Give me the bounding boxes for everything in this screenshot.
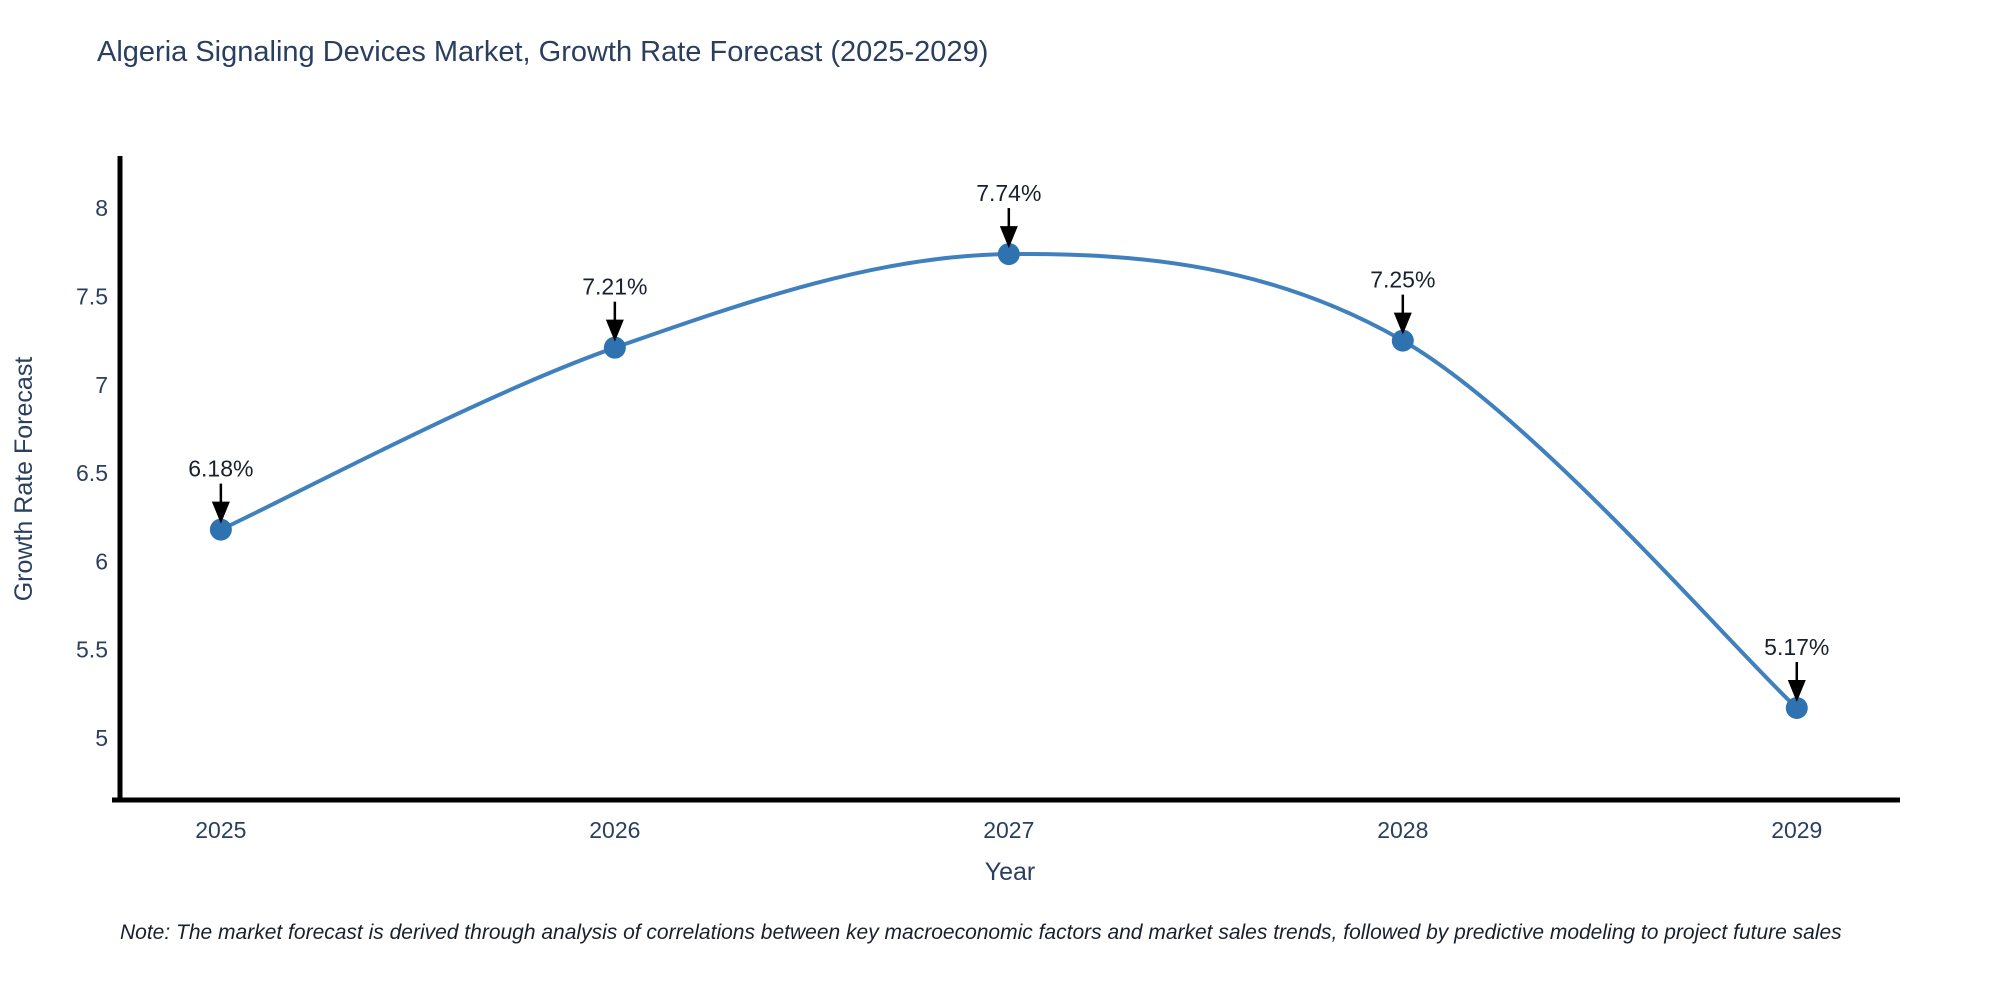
data-point-marker (1391, 329, 1414, 352)
data-point-marker (997, 243, 1020, 266)
x-tick-label: 2026 (589, 817, 640, 843)
y-tick-label: 7.5 (76, 283, 108, 309)
data-point-label: 7.25% (1370, 267, 1435, 293)
x-tick-label: 2025 (195, 817, 246, 843)
data-point-label: 7.21% (582, 274, 647, 300)
y-axis-title: Growth Rate Forecast (10, 357, 38, 602)
data-point-marker (603, 336, 626, 359)
data-point-marker (1785, 696, 1808, 719)
y-tick-label: 7 (95, 372, 108, 398)
data-point-label: 7.74% (976, 180, 1041, 206)
annotation-arrowhead (1393, 312, 1412, 335)
x-axis-title: Year (985, 858, 1036, 886)
y-tick-label: 5.5 (76, 637, 108, 663)
annotation-arrowhead (211, 501, 230, 524)
data-point-label: 6.18% (188, 456, 253, 482)
annotation-arrowhead (605, 319, 624, 342)
annotation-arrowhead (999, 226, 1018, 249)
data-point-label: 5.17% (1764, 634, 1829, 660)
y-tick-label: 5 (95, 725, 108, 751)
x-tick-label: 2029 (1771, 817, 1822, 843)
data-point-marker (209, 518, 232, 541)
footnote-text: Note: The market forecast is derived thr… (120, 921, 1842, 944)
x-tick-label: 2028 (1377, 817, 1428, 843)
forecast-line (218, 252, 1799, 710)
y-tick-label: 6.5 (76, 460, 108, 486)
annotation-arrowhead (1787, 679, 1806, 702)
y-tick-label: 6 (95, 548, 108, 574)
x-tick-label: 2027 (983, 817, 1034, 843)
y-tick-label: 8 (95, 195, 108, 221)
chart-title: Algeria Signaling Devices Market, Growth… (97, 36, 989, 68)
